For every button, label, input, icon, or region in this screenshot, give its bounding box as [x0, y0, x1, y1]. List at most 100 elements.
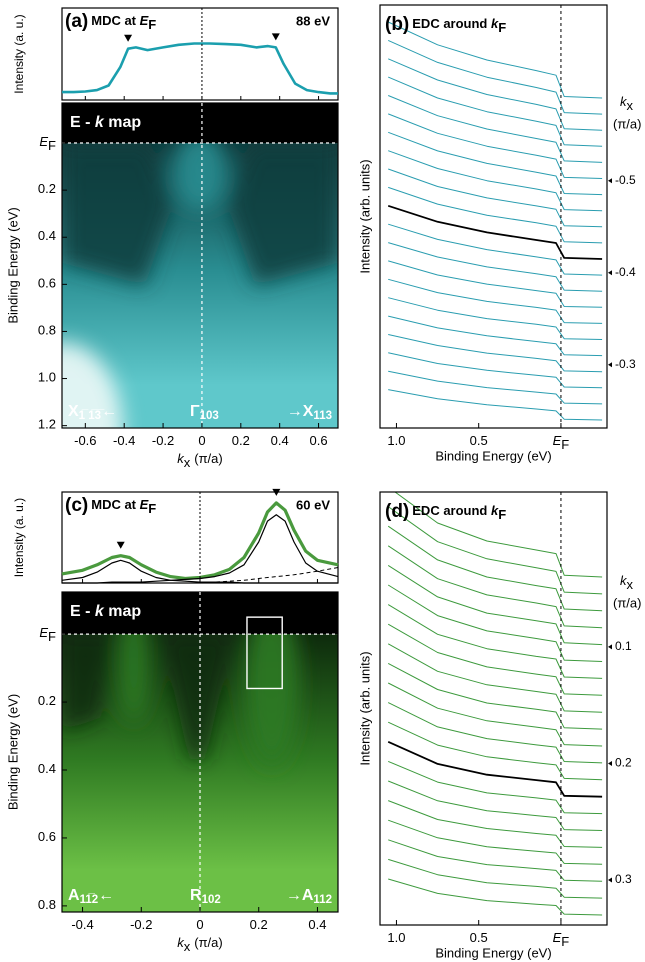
y-tick-label: 0.2: [38, 182, 56, 197]
edc-curve: [388, 95, 603, 163]
k-tick: [608, 877, 612, 883]
edc-curve: [388, 58, 603, 131]
k-tick-label-part: -0.4: [615, 265, 636, 279]
x-tick-label: 0: [198, 433, 205, 448]
x-tick-label-part: -0.6: [74, 433, 96, 448]
x-tick-label-part: 1.0: [387, 433, 405, 448]
k-tick-label: -0.3: [615, 357, 636, 371]
x-tick-label-part: 0.5: [470, 930, 488, 945]
symmetry-label-part: X: [68, 403, 79, 420]
map-label-part: E -: [70, 114, 95, 131]
x-tick-label-part: 0: [196, 917, 203, 932]
y-tick-label-part: E: [39, 134, 48, 149]
x-axis-label-part: k: [177, 935, 185, 950]
panel-title: (d) EDC around kF: [385, 501, 506, 522]
mdc-y-label: Intensity (a. u.): [12, 498, 26, 577]
x-axis-label: kx (π/a): [177, 935, 222, 954]
map-feature: [62, 143, 173, 286]
k-axis-title: kx: [620, 94, 634, 113]
x-tick-label: -0.2: [152, 433, 174, 448]
x-tick-label: 0.5: [470, 433, 488, 448]
y-tick-label: 0.4: [38, 761, 56, 776]
edc-curve: [388, 370, 603, 405]
edc-curve: [388, 819, 603, 865]
y-tick-label-part: 0.4: [38, 229, 56, 244]
k-tick: [608, 362, 612, 368]
k-tick-label-part: 0.2: [615, 756, 632, 770]
symmetry-label-part: 11̅2: [80, 894, 99, 906]
symmetry-label-part: →: [286, 887, 302, 904]
map-feature: [172, 131, 228, 212]
edc-curves: [387, 492, 603, 916]
y-tick-label-part: F: [48, 138, 56, 153]
x-tick-label: 0.6: [310, 433, 328, 448]
symmetry-label: →A112: [286, 887, 332, 906]
edc-curve: [388, 242, 603, 292]
y-tick-label-part: 0.6: [38, 829, 56, 844]
k-tick-label: 0.3: [615, 872, 632, 886]
y-tick-label-part: F: [48, 630, 56, 645]
y-axis-label: Binding Energy (eV): [5, 207, 20, 323]
panel-title-part: (a): [65, 11, 88, 32]
k-tick-label: -0.5: [615, 173, 636, 187]
map-label: E - k map: [70, 603, 141, 620]
panel-title: (a) MDC at EF: [65, 11, 156, 32]
y-tick-label-part: 0.8: [38, 323, 56, 338]
edc-frame: [379, 4, 608, 429]
k-axis-title-part: k: [620, 573, 628, 588]
edc-curve-highlight: [387, 204, 603, 260]
x-tick-label-part: E: [553, 433, 562, 448]
peak-marker: [124, 34, 133, 42]
occupied-cutoff: [62, 103, 338, 144]
symmetry-label-part: 113: [313, 410, 332, 422]
edc-curve: [388, 760, 603, 815]
map-feature: [62, 634, 112, 732]
map-feature: [161, 634, 234, 760]
y-tick-label: 0.8: [38, 323, 56, 338]
x-axis-label: kx (π/a): [177, 451, 222, 470]
x-tick-label-part: 0.4: [271, 433, 289, 448]
panel-title-part: F: [498, 507, 506, 522]
k-tick: [608, 270, 612, 276]
edc-curve: [388, 334, 603, 373]
map-label-part: k: [95, 603, 105, 620]
k-axis-unit: (π/a): [613, 116, 641, 131]
map-label-part: map: [104, 114, 142, 131]
k-tick-label: 0.1: [615, 639, 632, 653]
panel-title-part: MDC at: [91, 497, 139, 512]
edc-curve: [387, 604, 603, 679]
peak-marker: [272, 488, 281, 496]
panel-title-part: F: [148, 501, 156, 516]
edc-curve-highlight: [387, 740, 603, 798]
panel-title-part: EDC around: [412, 503, 491, 518]
x-tick-label: -0.4: [113, 433, 135, 448]
x-tick-label-part: E: [553, 930, 562, 945]
y-tick-label: 0.6: [38, 829, 56, 844]
k-tick-label: -0.4: [615, 265, 636, 279]
x-tick-label-part: -0.4: [113, 433, 135, 448]
map-feature: [62, 342, 123, 428]
edc-curve: [388, 315, 603, 357]
mdc-line: [61, 559, 338, 584]
mdc-line: [61, 501, 339, 581]
symmetry-label-part: 112: [313, 894, 332, 906]
y-tick-label-part: 0.4: [38, 761, 56, 776]
edc-curve: [388, 858, 603, 899]
symmetry-label-part: 103: [200, 410, 219, 422]
edc-curve: [388, 223, 603, 276]
symmetry-label: Γ103: [190, 403, 219, 422]
edc-curve: [387, 721, 603, 781]
y-tick-label: 1.0: [38, 370, 56, 385]
edc-curve: [387, 506, 603, 595]
symmetry-label-part: X: [303, 403, 314, 420]
symmetry-label: →X113: [287, 403, 332, 422]
y-tick-label: EF: [39, 626, 56, 645]
edc-curve: [388, 800, 603, 848]
panel-title-part: F: [498, 20, 506, 35]
panel-title-part: E: [140, 13, 149, 28]
x-tick-label-part: F: [561, 437, 569, 452]
edc-frame-bg: [380, 492, 607, 925]
x-tick-label-part: 0.4: [308, 917, 326, 932]
k-tick-label: 0.2: [615, 756, 632, 770]
